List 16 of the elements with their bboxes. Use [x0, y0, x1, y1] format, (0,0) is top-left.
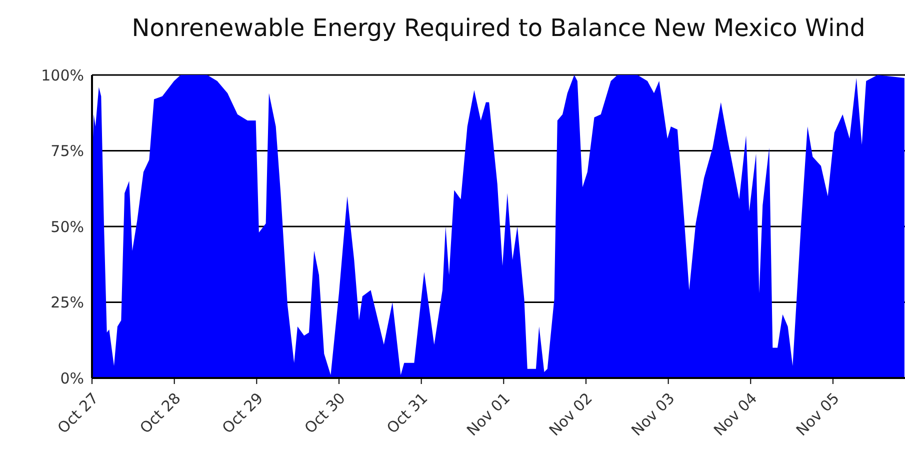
x-tick-label: Nov 05: [792, 389, 843, 440]
x-tick-label: Oct 31: [383, 389, 432, 438]
x-tick-label: Nov 02: [546, 389, 596, 440]
x-tick-label: Nov 04: [710, 389, 761, 440]
y-tick-label: 25%: [50, 294, 84, 312]
x-tick-label: Oct 28: [136, 389, 184, 438]
x-tick-label: Nov 03: [628, 389, 678, 440]
x-tick-label: Nov 01: [463, 389, 514, 440]
x-tick-label: Oct 29: [218, 389, 267, 438]
chart-title: Nonrenewable Energy Required to Balance New Mexico Wind: [130, 14, 866, 42]
y-tick-label: 75%: [50, 142, 84, 160]
x-tick-label: Oct 27: [54, 389, 102, 438]
y-tick-label: 50%: [50, 218, 84, 236]
y-tick-label: 100%: [41, 66, 84, 84]
y-tick-label: 0%: [60, 369, 84, 388]
x-tick-label: Oct 30: [300, 389, 349, 438]
